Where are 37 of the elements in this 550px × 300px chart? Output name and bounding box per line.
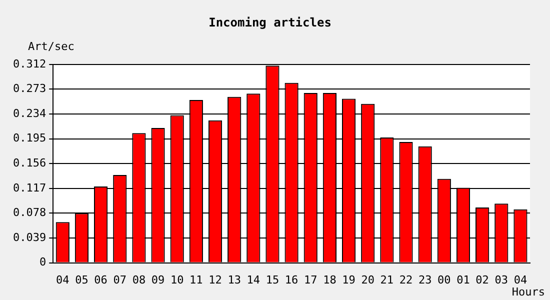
x-tick-label: 03 xyxy=(494,273,508,286)
x-tick-label: 14 xyxy=(246,273,260,286)
x-tick-label: 15 xyxy=(266,273,280,286)
x-tick-label: 06 xyxy=(94,273,108,286)
x-tick-label: 17 xyxy=(304,273,318,286)
x-tick-label: 07 xyxy=(113,273,126,286)
x-tick-label: 11 xyxy=(190,273,203,286)
x-tick-label: 04 xyxy=(56,273,70,286)
x-tick-label: 23 xyxy=(418,273,432,286)
y-tick-label: 0.195 xyxy=(12,132,46,145)
x-tick-label: 21 xyxy=(380,273,394,286)
x-tick-label: 02 xyxy=(476,273,489,286)
x-tick-label: 09 xyxy=(151,273,165,286)
x-tick-label: 01 xyxy=(456,273,470,286)
x-tick-label: 10 xyxy=(170,273,184,286)
y-tick-label: 0.234 xyxy=(12,106,46,120)
y-axis-title: Art/sec xyxy=(28,40,74,53)
y-tick-label: 0.156 xyxy=(12,156,46,170)
y-tick-label: 0.312 xyxy=(12,57,46,70)
y-tick-label: 0.039 xyxy=(12,230,46,244)
y-tick-label: 0.273 xyxy=(12,82,46,96)
x-tick-label: 08 xyxy=(132,273,146,286)
y-tick-label: 0 xyxy=(39,256,46,269)
y-tick-label: 0.117 xyxy=(12,181,46,194)
y-tick-label: 0.078 xyxy=(12,206,46,220)
x-tick-label: 18 xyxy=(323,273,336,286)
chart-title: Incoming articles xyxy=(208,15,332,30)
x-tick-label: 22 xyxy=(399,273,413,286)
x-tick-label: 00 xyxy=(438,273,451,286)
x-tick-label: 05 xyxy=(75,273,88,286)
x-tick-label: 16 xyxy=(284,273,298,286)
x-tick-label: 12 xyxy=(208,273,222,286)
x-tick-label: 04 xyxy=(514,273,528,286)
x-tick-label: 13 xyxy=(228,273,241,286)
x-tick-label: 19 xyxy=(342,273,356,286)
x-tick-label: 20 xyxy=(361,273,374,286)
x-axis-title: Hours xyxy=(512,285,545,298)
